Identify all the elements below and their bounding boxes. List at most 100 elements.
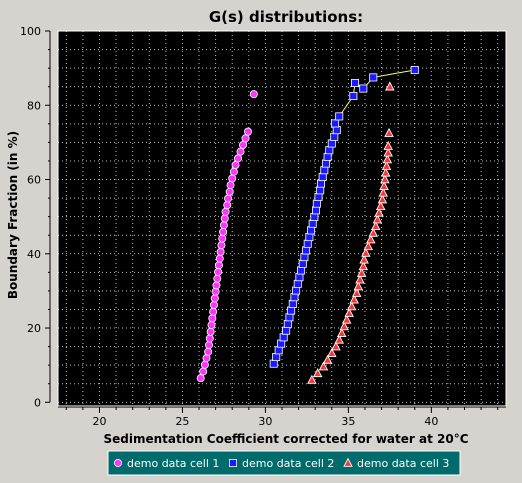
series-3-point (327, 348, 337, 358)
series-3-point (368, 227, 379, 237)
series-1-point (220, 214, 229, 223)
series-1-point (206, 327, 215, 336)
series-3-point (355, 274, 365, 284)
series-3-point (375, 200, 386, 210)
series-1-point (219, 227, 228, 236)
series-2-point (293, 279, 302, 288)
series-1-point (239, 140, 248, 149)
series-2-point (305, 233, 314, 242)
y-axis-label: Boundary Fraction (in %) (6, 131, 20, 299)
series-1-point (249, 90, 258, 99)
series-1-point (207, 321, 216, 330)
series-3-point (372, 214, 383, 224)
chart-title: G(s) distributions: (209, 8, 363, 26)
y-tick-label: 20 (27, 322, 41, 335)
series-2-point (288, 299, 297, 308)
series-1-point (225, 187, 234, 196)
series-1-point (204, 347, 213, 356)
series-3-point (385, 81, 395, 91)
series-2-point (292, 286, 301, 295)
series-1-point (219, 221, 228, 230)
series-3-point (334, 334, 344, 344)
series-1-point (204, 341, 213, 350)
series-1-point (215, 254, 224, 263)
series-2-point (312, 199, 321, 208)
series-2-point (308, 219, 317, 228)
series-3-point (339, 321, 349, 331)
series-3-point (378, 187, 388, 197)
series-1-point (216, 247, 225, 256)
series-3-point (361, 247, 371, 257)
series-2-point (335, 112, 344, 121)
series-3-point (322, 354, 333, 364)
legend-marker-1 (114, 458, 123, 467)
series-2-point (323, 152, 332, 161)
x-tick-label: 40 (424, 415, 438, 428)
series-1-point (214, 261, 223, 270)
series-1-point (231, 161, 240, 170)
series-1-point (213, 274, 222, 283)
series-1-point (212, 281, 221, 290)
series-2-point (307, 226, 316, 235)
series-3-point (312, 368, 323, 378)
series-2-point (314, 192, 323, 201)
series-2-point (269, 359, 278, 368)
series-3-point (353, 281, 364, 291)
series-3-point (331, 341, 341, 351)
series-2-point (274, 346, 283, 355)
series-3-point (356, 267, 367, 277)
series-3-point (382, 154, 393, 164)
y-tick-label: 40 (27, 248, 41, 261)
series-1-point (221, 207, 230, 216)
series-1-point (236, 147, 245, 156)
series-1-point (217, 241, 226, 250)
series-3-point (358, 261, 369, 271)
series-1-point (218, 234, 227, 243)
series-3-point (384, 127, 394, 137)
series-3-point (371, 221, 381, 231)
y-tick-label: 100 (20, 25, 41, 38)
series-2 (269, 65, 419, 368)
series-2-point (318, 172, 327, 181)
series-2-point (295, 273, 304, 282)
series-2-point (331, 119, 340, 128)
series-1-point (209, 301, 218, 310)
legend-label-3: demo data cell 3 (357, 457, 449, 470)
series-3-point (344, 307, 354, 317)
series-2-point (310, 213, 319, 222)
series-2-point (285, 313, 294, 322)
series-3-point (366, 234, 376, 244)
series-2-point (410, 65, 419, 74)
series-1-point (205, 334, 214, 343)
series-2-point (327, 139, 336, 148)
series-2-point (279, 333, 288, 342)
series-2-point (303, 239, 312, 248)
series-2-point (359, 84, 368, 93)
series-3-point (380, 174, 390, 184)
series-1-point (234, 154, 243, 163)
x-tick-label: 25 (175, 415, 189, 428)
series-2-point (316, 186, 325, 195)
x-axis-label: Sedimentation Coefficient corrected for … (103, 432, 468, 446)
series-2-point (300, 253, 309, 262)
series-2-point (283, 319, 292, 328)
x-tick-label: 30 (258, 415, 272, 428)
series-2-point (302, 246, 311, 255)
series-2-point (287, 306, 296, 315)
series-1-point (228, 174, 237, 183)
legend-label-2: demo data cell 2 (242, 457, 334, 470)
x-tick-label: 35 (341, 415, 355, 428)
legend-marker-2 (228, 458, 237, 467)
series-3-point (346, 301, 357, 311)
series-3-point (380, 167, 391, 177)
y-tick-label: 80 (27, 99, 41, 112)
series-3-point (377, 194, 388, 204)
axes: 0 20 40 60 80 100 20 25 30 35 40 (20, 25, 506, 428)
series-1-point (196, 374, 205, 383)
series-3-point (374, 207, 384, 217)
series-1-point (241, 134, 250, 143)
series-2-point (330, 132, 339, 141)
data-series (196, 65, 419, 384)
series-3-point (359, 254, 369, 264)
